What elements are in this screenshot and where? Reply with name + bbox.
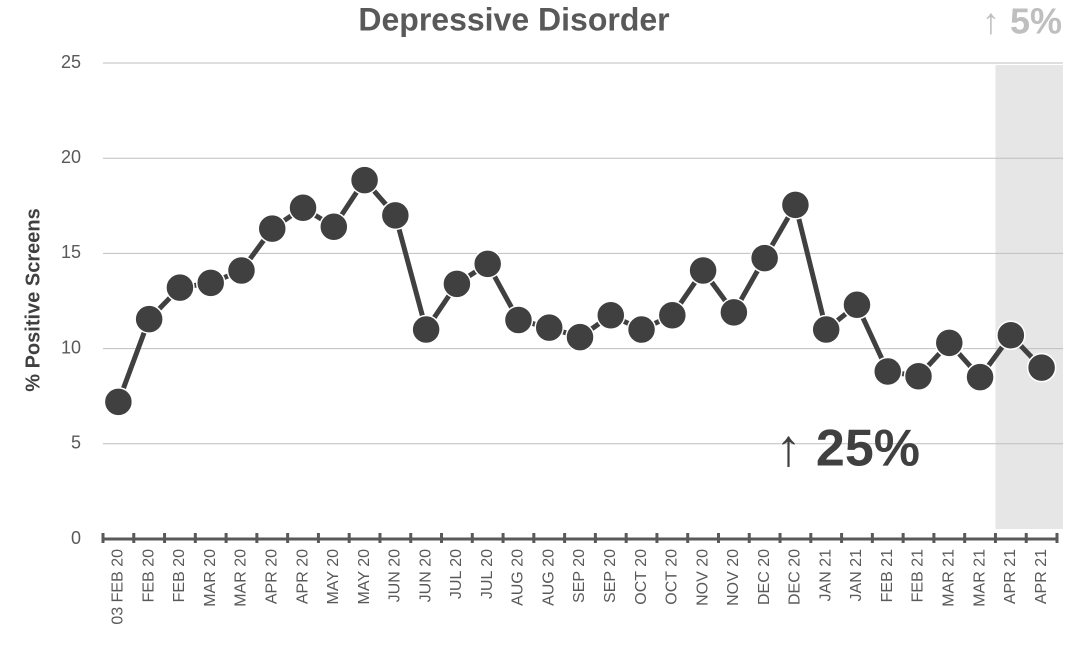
data-point bbox=[349, 165, 380, 195]
x-tick-label: SEP 20 bbox=[602, 549, 619, 603]
x-tick-label: JUL 20 bbox=[479, 549, 496, 599]
x-tick-label: JUN 20 bbox=[417, 549, 434, 602]
data-point bbox=[596, 300, 626, 331]
x-tick-label: APR 20 bbox=[294, 549, 311, 604]
data-point bbox=[472, 249, 503, 279]
x-tick-label: OCT 20 bbox=[633, 549, 650, 605]
data-point bbox=[288, 192, 318, 223]
data-point bbox=[319, 211, 349, 242]
x-tick-label: MAR 20 bbox=[233, 549, 250, 607]
data-point bbox=[534, 312, 564, 343]
chart-title: Depressive Disorder bbox=[358, 1, 669, 37]
data-point bbox=[565, 322, 595, 352]
data-point bbox=[996, 320, 1026, 351]
y-tick-label: 5 bbox=[71, 433, 81, 453]
data-point bbox=[380, 200, 411, 231]
x-tick-label: NOV 20 bbox=[725, 549, 742, 606]
data-point bbox=[103, 387, 134, 417]
x-tick-label: MAR 21 bbox=[971, 549, 988, 607]
x-tick-label: OCT 20 bbox=[664, 549, 681, 605]
y-tick-label: 0 bbox=[71, 528, 81, 548]
y-tick-label: 15 bbox=[61, 242, 81, 262]
y-tick-label: 10 bbox=[61, 337, 81, 357]
x-tick-label: 03 FEB 20 bbox=[110, 549, 127, 625]
data-point bbox=[749, 243, 780, 273]
data-point bbox=[1026, 352, 1057, 383]
data-point bbox=[626, 314, 657, 345]
x-tick-label: AUG 20 bbox=[510, 549, 527, 606]
data-point bbox=[134, 304, 164, 334]
x-tick-label: FEB 20 bbox=[171, 549, 188, 602]
x-tick-label: FEB 21 bbox=[910, 549, 927, 602]
data-point bbox=[842, 290, 872, 320]
x-tick-label: FEB 20 bbox=[140, 549, 157, 602]
data-point bbox=[688, 255, 718, 286]
data-point bbox=[411, 314, 441, 345]
data-point bbox=[442, 269, 472, 299]
data-point bbox=[657, 300, 688, 331]
data-point bbox=[965, 362, 995, 392]
data-point bbox=[934, 328, 965, 358]
data-point bbox=[257, 213, 288, 244]
data-point bbox=[811, 314, 841, 345]
x-tick-label: MAR 20 bbox=[202, 549, 219, 607]
y-tick-label: 20 bbox=[61, 147, 81, 167]
x-tick-label: NOV 20 bbox=[694, 549, 711, 606]
x-tick-label: MAY 20 bbox=[325, 549, 342, 605]
highlight-band bbox=[995, 65, 1063, 529]
x-tick-label: APR 20 bbox=[263, 549, 280, 604]
x-tick-label: JAN 21 bbox=[817, 549, 834, 602]
data-point bbox=[903, 361, 934, 391]
data-point bbox=[195, 268, 226, 298]
x-tick-label: JUN 20 bbox=[387, 549, 404, 602]
x-tick-label: APR 21 bbox=[1002, 549, 1019, 604]
x-tick-label: JUL 20 bbox=[448, 549, 465, 599]
data-point bbox=[165, 272, 195, 303]
x-tick-label: APR 21 bbox=[1033, 549, 1050, 604]
x-tick-label: SEP 20 bbox=[571, 549, 588, 603]
data-point bbox=[226, 255, 257, 286]
data-line bbox=[116, 177, 1044, 403]
x-tick-label: AUG 20 bbox=[540, 549, 557, 606]
data-point bbox=[503, 305, 534, 335]
data-point bbox=[780, 190, 811, 220]
x-tick-label: DEC 20 bbox=[756, 549, 773, 605]
annotation: ↑ 25% bbox=[775, 420, 920, 478]
x-tick-label: MAR 21 bbox=[941, 549, 958, 607]
data-point bbox=[719, 297, 749, 328]
x-tick-label: DEC 20 bbox=[787, 549, 804, 605]
x-tick-label: FEB 21 bbox=[879, 549, 896, 602]
x-tick-label: MAY 20 bbox=[356, 549, 373, 605]
y-tick-label: 25 bbox=[61, 52, 81, 72]
x-tick-label: JAN 21 bbox=[848, 549, 865, 602]
y-axis-label: % Positive Screens bbox=[22, 208, 44, 391]
annotation: ↑ 5% bbox=[982, 1, 1062, 42]
data-point bbox=[872, 356, 903, 387]
